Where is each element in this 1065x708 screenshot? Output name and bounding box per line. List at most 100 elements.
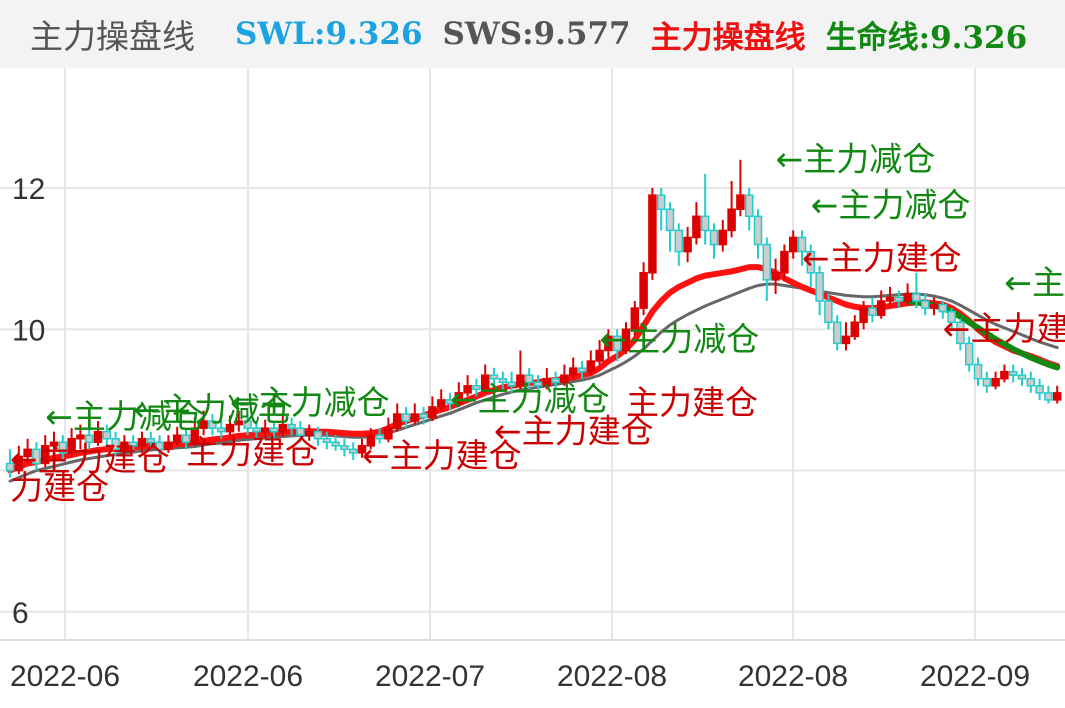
candle-33 (296, 421, 305, 443)
candle-19 (172, 426, 182, 446)
candle-46 (410, 403, 420, 425)
annotation-7: ←主力减仓 (450, 379, 610, 418)
candle-68 (604, 329, 613, 358)
candle-8 (76, 424, 85, 450)
candle-70 (621, 322, 631, 354)
candle-23 (208, 414, 217, 436)
candle-30 (269, 421, 279, 439)
candle-1 (14, 445, 24, 475)
candle-98 (868, 297, 877, 323)
candle-3 (32, 442, 41, 471)
indicator-title: 主力操盘线 (30, 17, 195, 56)
candle-40 (357, 438, 367, 458)
x-tick-3: 2022-08 (557, 660, 667, 693)
chart-header: 主力操盘线 SWL:9.326 SWS:9.577 主力操盘线 生命线:9.32… (0, 0, 1065, 68)
candle-99 (876, 290, 886, 319)
candle-112 (991, 371, 1000, 390)
candle-82 (727, 180, 736, 238)
candles (5, 159, 1062, 478)
candle-93 (824, 293, 833, 330)
candle-17 (155, 435, 164, 457)
candle-56 (498, 371, 508, 390)
candle-113 (1000, 364, 1009, 383)
candle-52 (463, 375, 472, 397)
candle-16 (146, 431, 156, 450)
candle-75 (665, 202, 675, 252)
candle-7 (67, 428, 76, 457)
candle-106 (938, 301, 948, 319)
candle-21 (190, 417, 200, 446)
candle-117 (1035, 378, 1044, 400)
candle-79 (700, 173, 710, 245)
candle-44 (392, 403, 402, 432)
chart-grid (0, 68, 1065, 641)
candle-45 (401, 406, 411, 429)
annotation-5: ←主力减仓 (230, 383, 390, 422)
candle-10 (93, 421, 103, 446)
candle-29 (260, 419, 270, 439)
annotation-0: ←主力建仓 (10, 440, 170, 479)
annotation-13: ←主力建仓 (802, 238, 962, 277)
candle-95 (841, 322, 851, 351)
x-tick-5: 2022-09 (920, 660, 1030, 693)
candle-11 (102, 424, 112, 446)
candle-66 (586, 350, 596, 376)
candle-77 (683, 226, 692, 263)
candle-89 (788, 230, 798, 259)
candle-48 (428, 396, 437, 422)
candle-91 (806, 244, 816, 287)
x-tick-0: 2022-06 (10, 660, 120, 693)
candle-32 (287, 417, 296, 436)
candle-78 (692, 202, 701, 245)
candle-13 (120, 435, 129, 457)
candle-5 (49, 431, 59, 457)
candle-102 (903, 283, 912, 305)
life-line-value: 生命线:9.326 (825, 19, 1028, 56)
candle-38 (340, 438, 349, 457)
candle-109 (964, 336, 974, 372)
candle-24 (216, 421, 226, 439)
candle-26 (234, 410, 244, 432)
candle-15 (137, 431, 147, 453)
x-tick-1: 2022-06 (193, 660, 303, 693)
candle-65 (577, 361, 587, 379)
candle-88 (780, 244, 789, 280)
candle-103 (912, 272, 921, 309)
candle-115 (1017, 368, 1027, 386)
candle-39 (348, 442, 358, 460)
candle-100 (885, 286, 895, 305)
candle-92 (815, 265, 824, 316)
candle-111 (982, 371, 992, 393)
candle-20 (181, 428, 191, 450)
x-tick-2: 2022-07 (375, 660, 485, 693)
candle-6 (58, 435, 68, 460)
candle-74 (656, 188, 666, 231)
candle-31 (278, 415, 288, 437)
candle-61 (542, 368, 552, 390)
candle-81 (718, 219, 728, 252)
y-axis: 6 10 12 (12, 173, 45, 630)
candle-101 (894, 290, 904, 309)
annotation-6: ←主力建仓 (362, 436, 522, 475)
candle-63 (560, 364, 569, 386)
candle-55 (489, 368, 499, 386)
sws-line (8, 282, 1059, 483)
candle-60 (533, 375, 543, 393)
annotation-9: 主力建仓 (626, 383, 758, 422)
candle-97 (859, 301, 868, 330)
candle-12 (111, 431, 120, 457)
candle-73 (648, 188, 657, 280)
annotation-12: ←主力减仓 (811, 185, 971, 224)
y-tick-1: 10 (12, 314, 45, 347)
annotation-3: ←主力减仓 (133, 390, 293, 429)
candle-36 (322, 431, 332, 450)
main-line-label: 主力操盘线 (650, 19, 806, 56)
annotations: ←主力建仓力建仓←主力减仓←主力减仓主力建仓←主力减仓←主力建仓←主力减仓←主力… (10, 139, 1065, 506)
candle-25 (225, 415, 235, 436)
candle-4 (40, 435, 50, 467)
annotation-14: ←主力减仓 (1004, 263, 1065, 302)
candle-27 (243, 414, 252, 436)
candle-118 (1044, 385, 1053, 404)
candle-84 (744, 188, 754, 231)
